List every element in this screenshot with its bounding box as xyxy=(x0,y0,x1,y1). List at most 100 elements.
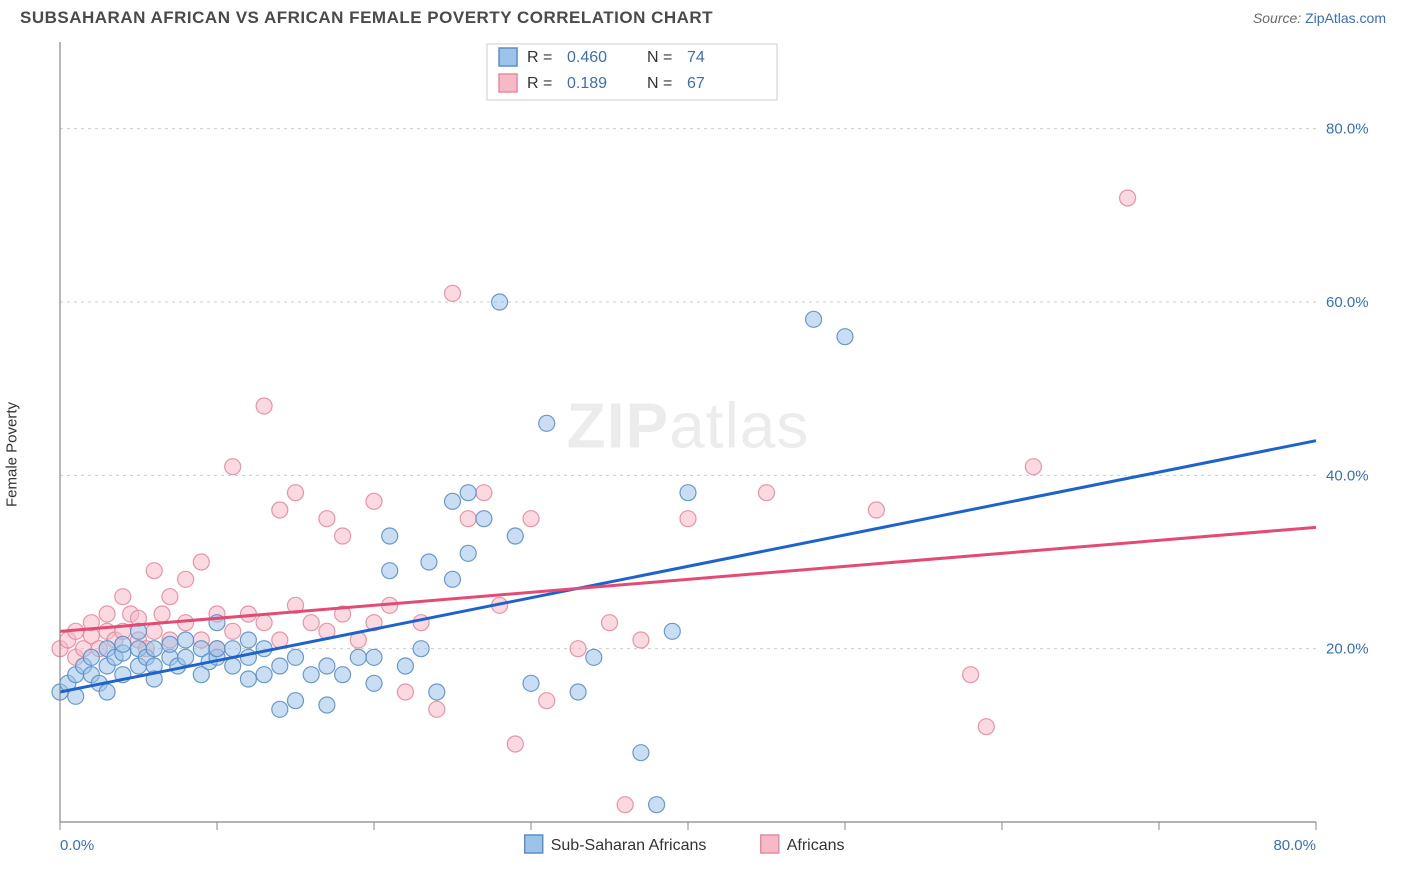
data-point xyxy=(539,693,555,709)
data-point xyxy=(602,615,618,631)
series-label: Africans xyxy=(787,837,845,854)
data-point xyxy=(162,636,178,652)
trend-line xyxy=(60,441,1316,692)
data-point xyxy=(240,632,256,648)
data-point xyxy=(523,511,539,527)
data-point xyxy=(256,398,272,414)
data-point xyxy=(225,459,241,475)
data-point xyxy=(523,675,539,691)
data-point xyxy=(382,563,398,579)
data-point xyxy=(429,701,445,717)
data-point xyxy=(460,485,476,501)
data-point xyxy=(633,745,649,761)
data-point xyxy=(319,658,335,674)
legend-swatch xyxy=(499,48,517,66)
source-link[interactable]: ZipAtlas.com xyxy=(1305,10,1386,26)
data-point xyxy=(209,641,225,657)
data-point xyxy=(421,554,437,570)
legend-n-label: N = xyxy=(647,75,672,92)
data-point xyxy=(99,606,115,622)
y-tick-label: 40.0% xyxy=(1326,467,1369,484)
data-point xyxy=(759,485,775,501)
data-point xyxy=(1025,459,1041,475)
data-point xyxy=(335,528,351,544)
legend-r-label: R = xyxy=(527,49,552,66)
data-point xyxy=(162,589,178,605)
legend-r-label: R = xyxy=(527,75,552,92)
data-point xyxy=(460,511,476,527)
legend-swatch xyxy=(499,74,517,92)
data-point xyxy=(445,571,461,587)
data-point xyxy=(837,329,853,345)
data-point xyxy=(429,684,445,700)
data-point xyxy=(225,641,241,657)
chart-title: SUBSAHARAN AFRICAN VS AFRICAN FEMALE POV… xyxy=(20,8,713,28)
data-point xyxy=(83,649,99,665)
data-point xyxy=(288,485,304,501)
y-tick-label: 20.0% xyxy=(1326,641,1369,658)
series-label: Sub-Saharan Africans xyxy=(551,837,707,854)
data-point xyxy=(617,797,633,813)
data-point xyxy=(806,311,822,327)
data-point xyxy=(272,502,288,518)
data-point xyxy=(382,528,398,544)
data-point xyxy=(507,736,523,752)
data-point xyxy=(445,493,461,509)
data-point xyxy=(154,606,170,622)
data-point xyxy=(272,658,288,674)
data-point xyxy=(115,589,131,605)
data-point xyxy=(178,649,194,665)
data-point xyxy=(225,623,241,639)
data-point xyxy=(303,615,319,631)
data-point xyxy=(303,667,319,683)
x-tick-label-right: 80.0% xyxy=(1273,837,1316,854)
data-point xyxy=(350,649,366,665)
data-point xyxy=(146,641,162,657)
data-point xyxy=(664,623,680,639)
data-point xyxy=(978,719,994,735)
legend-n-value: 67 xyxy=(687,75,705,92)
data-point xyxy=(99,684,115,700)
data-point xyxy=(680,485,696,501)
chart-container: 20.0%40.0%60.0%80.0%ZIPatlas0.0%80.0%R =… xyxy=(50,32,1386,882)
data-point xyxy=(288,693,304,709)
series-swatch xyxy=(761,835,779,853)
data-point xyxy=(178,571,194,587)
data-point xyxy=(319,697,335,713)
data-point xyxy=(146,623,162,639)
data-point xyxy=(272,701,288,717)
legend-r-value: 0.460 xyxy=(567,49,607,66)
data-point xyxy=(178,632,194,648)
data-point xyxy=(256,667,272,683)
data-point xyxy=(288,649,304,665)
legend-n-value: 74 xyxy=(687,49,705,66)
data-point xyxy=(570,641,586,657)
data-point xyxy=(507,528,523,544)
data-point xyxy=(633,632,649,648)
data-point xyxy=(445,285,461,301)
data-point xyxy=(366,493,382,509)
data-point xyxy=(492,294,508,310)
legend-r-value: 0.189 xyxy=(567,75,607,92)
data-point xyxy=(146,563,162,579)
data-point xyxy=(963,667,979,683)
watermark: ZIPatlas xyxy=(567,390,810,462)
data-point xyxy=(476,485,492,501)
data-point xyxy=(366,675,382,691)
data-point xyxy=(413,615,429,631)
source-credit: Source: ZipAtlas.com xyxy=(1253,10,1386,26)
data-point xyxy=(335,667,351,683)
data-point xyxy=(460,545,476,561)
data-point xyxy=(397,684,413,700)
y-tick-label: 80.0% xyxy=(1326,121,1369,138)
data-point xyxy=(397,658,413,674)
data-point xyxy=(649,797,665,813)
x-tick-label-left: 0.0% xyxy=(60,837,94,854)
legend-n-label: N = xyxy=(647,49,672,66)
data-point xyxy=(366,649,382,665)
data-point xyxy=(570,684,586,700)
data-point xyxy=(240,671,256,687)
data-point xyxy=(413,641,429,657)
scatter-chart: 20.0%40.0%60.0%80.0%ZIPatlas0.0%80.0%R =… xyxy=(50,32,1386,882)
series-swatch xyxy=(525,835,543,853)
